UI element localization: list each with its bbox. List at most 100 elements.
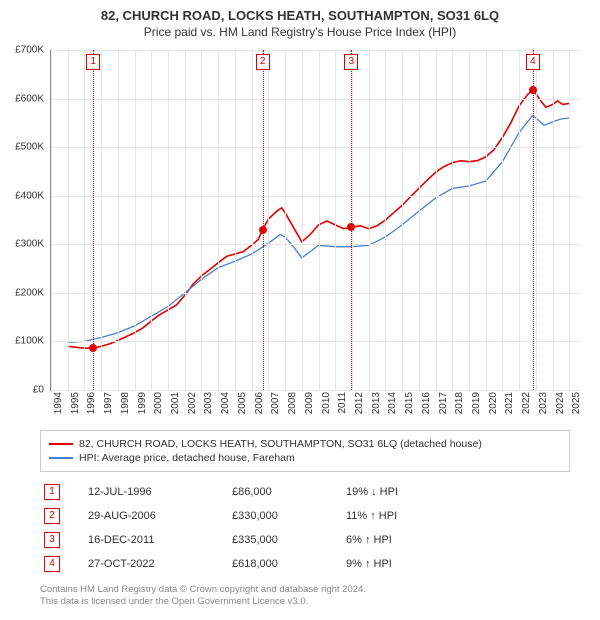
y-gridline: [51, 390, 581, 391]
y-tick-label: £200K: [0, 287, 44, 298]
x-tick-label: 2024: [555, 392, 566, 422]
x-gridline: [68, 50, 69, 390]
x-gridline: [402, 50, 403, 390]
x-tick-label: 2012: [354, 392, 365, 422]
x-gridline: [553, 50, 554, 390]
sale-point-dot: [89, 344, 97, 352]
legend-swatch: [49, 443, 73, 445]
x-tick-label: 2015: [404, 392, 415, 422]
transaction-table: 112-JUL-1996£86,00019% ↓ HPI229-AUG-2006…: [40, 480, 570, 576]
x-gridline: [502, 50, 503, 390]
transaction-delta: 6% ↑ HPI: [346, 534, 456, 546]
y-tick-label: £500K: [0, 142, 44, 153]
transaction-price: £335,000: [232, 534, 342, 546]
x-tick-label: 1998: [120, 392, 131, 422]
footer-line: Contains HM Land Registry data © Crown c…: [40, 584, 570, 596]
transaction-price: £86,000: [232, 486, 342, 498]
sale-point-dot: [529, 86, 537, 94]
x-tick-label: 2017: [438, 392, 449, 422]
transaction-number: 2: [44, 508, 60, 524]
x-gridline: [486, 50, 487, 390]
attribution-footer: Contains HM Land Registry data © Crown c…: [40, 584, 570, 609]
sale-point-dot: [347, 223, 355, 231]
transaction-delta: 11% ↑ HPI: [346, 510, 456, 522]
legend-label: HPI: Average price, detached house, Fare…: [79, 452, 295, 464]
x-tick-label: 1995: [70, 392, 81, 422]
x-tick-label: 2025: [571, 392, 582, 422]
x-gridline: [335, 50, 336, 390]
x-tick-label: 2016: [421, 392, 432, 422]
chart-container: 82, CHURCH ROAD, LOCKS HEATH, SOUTHAMPTO…: [0, 0, 600, 620]
x-gridline: [436, 50, 437, 390]
x-gridline: [135, 50, 136, 390]
y-tick-label: £300K: [0, 239, 44, 250]
transaction-delta: 9% ↑ HPI: [346, 558, 456, 570]
x-gridline: [151, 50, 152, 390]
x-gridline: [469, 50, 470, 390]
sale-marker-number: 4: [526, 54, 540, 70]
transaction-date: 29-AUG-2006: [88, 510, 228, 522]
x-tick-label: 2018: [454, 392, 465, 422]
sale-marker-number: 3: [344, 54, 358, 70]
x-gridline: [319, 50, 320, 390]
x-gridline: [302, 50, 303, 390]
x-tick-label: 2013: [371, 392, 382, 422]
transaction-row: 427-OCT-2022£618,0009% ↑ HPI: [40, 552, 570, 576]
x-gridline: [519, 50, 520, 390]
x-tick-label: 2003: [203, 392, 214, 422]
x-tick-label: 2009: [304, 392, 315, 422]
transaction-number: 1: [44, 484, 60, 500]
x-tick-label: 2011: [337, 392, 348, 422]
chart-subtitle: Price paid vs. HM Land Registry's House …: [0, 23, 600, 43]
x-tick-label: 2000: [153, 392, 164, 422]
x-tick-label: 1994: [53, 392, 64, 422]
x-tick-label: 2014: [387, 392, 398, 422]
x-gridline: [452, 50, 453, 390]
footer-line: This data is licensed under the Open Gov…: [40, 596, 570, 608]
transaction-delta: 19% ↓ HPI: [346, 486, 456, 498]
x-gridline: [185, 50, 186, 390]
x-gridline: [168, 50, 169, 390]
sale-point-dot: [259, 226, 267, 234]
x-gridline: [285, 50, 286, 390]
x-tick-label: 2007: [270, 392, 281, 422]
x-tick-label: 2008: [287, 392, 298, 422]
transaction-price: £618,000: [232, 558, 342, 570]
sale-marker-line: [351, 50, 352, 390]
x-gridline: [84, 50, 85, 390]
x-tick-label: 2020: [488, 392, 499, 422]
legend: 82, CHURCH ROAD, LOCKS HEATH, SOUTHAMPTO…: [40, 430, 570, 472]
x-tick-label: 2019: [471, 392, 482, 422]
sale-marker-number: 2: [256, 54, 270, 70]
x-gridline: [235, 50, 236, 390]
x-gridline: [536, 50, 537, 390]
chart-area: 1234 £0£100K£200K£300K£400K£500K£600K£70…: [50, 50, 580, 390]
x-gridline: [51, 50, 52, 390]
legend-swatch: [49, 457, 73, 459]
x-tick-label: 2010: [321, 392, 332, 422]
sale-marker-line: [93, 50, 94, 390]
transaction-row: 2 29-AUG-2006 £330,000 11% ↑ HPI: [40, 504, 570, 528]
sale-marker-number: 1: [86, 54, 100, 70]
transaction-number: 3: [44, 532, 60, 548]
x-tick-label: 2006: [254, 392, 265, 422]
transaction-price: £330,000: [232, 510, 342, 522]
x-tick-label: 2001: [170, 392, 181, 422]
sale-marker-line: [263, 50, 264, 390]
y-tick-label: £0: [0, 385, 44, 396]
x-gridline: [569, 50, 570, 390]
x-gridline: [101, 50, 102, 390]
x-tick-label: 2023: [538, 392, 549, 422]
x-tick-label: 1997: [103, 392, 114, 422]
x-gridline: [268, 50, 269, 390]
sale-marker-line: [533, 50, 534, 390]
transaction-row: 3 16-DEC-2011 £335,000 6% ↑ HPI: [40, 528, 570, 552]
transaction-date: 27-OCT-2022: [88, 558, 228, 570]
y-tick-label: £700K: [0, 45, 44, 56]
transaction-row: 112-JUL-1996£86,00019% ↓ HPI: [40, 480, 570, 504]
x-gridline: [252, 50, 253, 390]
transaction-date: 16-DEC-2011: [88, 534, 228, 546]
x-tick-label: 2005: [237, 392, 248, 422]
x-tick-label: 1999: [137, 392, 148, 422]
legend-row: 82, CHURCH ROAD, LOCKS HEATH, SOUTHAMPTO…: [49, 437, 561, 451]
